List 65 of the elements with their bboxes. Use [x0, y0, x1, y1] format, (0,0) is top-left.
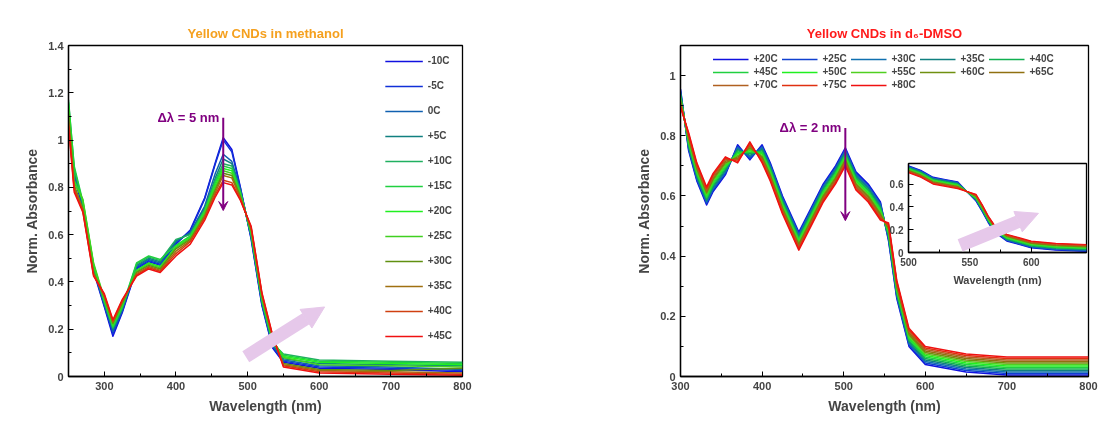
x-tick-label: 600 [1022, 256, 1041, 268]
y-axis-title: Norm. Absorbance [636, 148, 653, 274]
x-tick-label: 300 [95, 379, 114, 392]
x-axis-title: Wavelength (nm) [953, 273, 1042, 286]
y-tick-label: 0 [57, 370, 64, 383]
legend-label: +30C [891, 53, 917, 64]
x-axis-title: Wavelength (nm) [828, 397, 941, 414]
legend-label: +25C [822, 53, 848, 64]
legend-label: +75C [822, 79, 848, 90]
legend-label: +35C [427, 280, 452, 291]
legend-label: +40C [1029, 53, 1055, 64]
y-tick-label: 0.4 [660, 250, 677, 263]
x-tick-label: 400 [166, 379, 186, 392]
legend-label: +30C [427, 255, 452, 266]
y-tick-label: 0.2 [48, 323, 64, 336]
chart-title: Yellow CNDs in methanol [187, 25, 344, 41]
y-axis-title: Norm. Absorbance [24, 148, 41, 274]
legend-label: +50C [822, 66, 848, 77]
legend-label: -10C [427, 55, 450, 66]
legend-label: +15C [427, 180, 452, 191]
legend-label: +60C [960, 66, 986, 77]
legend-label: +65C [1029, 66, 1055, 77]
legend-label: +10C [427, 155, 452, 166]
y-tick-label: 0 [897, 247, 904, 259]
y-tick-label: 1 [669, 69, 676, 82]
annotation: Δλ = 2 nm [779, 120, 842, 136]
legend-label: +5C [427, 130, 448, 141]
legend-label: +55C [891, 66, 917, 77]
legend-label: +20C [753, 53, 779, 64]
y-tick-label: 1 [57, 134, 64, 147]
legend-label: +70C [753, 79, 779, 90]
legend-label: +45C [753, 66, 779, 77]
legend-label: +45C [427, 330, 452, 341]
x-tick-label: 800 [1079, 379, 1098, 392]
y-tick-label: 0.4 [48, 275, 65, 288]
x-tick-label: 600 [310, 379, 329, 392]
y-tick-label: 0.2 [660, 310, 676, 323]
legend-label: +40C [427, 305, 452, 316]
legend-label: +25C [427, 230, 452, 241]
x-tick-label: 400 [752, 379, 772, 392]
legend-label: +20C [427, 205, 452, 216]
y-tick-label: 0.4 [889, 201, 904, 213]
x-tick-label: 550 [961, 256, 979, 268]
legend-label: 0C [427, 105, 442, 116]
x-axis-title: Wavelength (nm) [209, 397, 322, 414]
chart-title: Yellow CNDs in d₆-DMSO [806, 25, 963, 41]
y-tick-label: 0.6 [48, 228, 64, 241]
x-tick-label: 800 [453, 379, 472, 392]
x-tick-label: 500 [238, 379, 257, 392]
x-tick-label: 600 [916, 379, 935, 392]
annotation: Δλ = 5 nm [157, 110, 220, 126]
y-tick-label: 1.4 [48, 39, 65, 52]
y-tick-label: 0.2 [889, 224, 904, 236]
x-tick-label: 700 [997, 379, 1017, 392]
x-tick-label: 500 [900, 256, 918, 268]
legend-label: -5C [427, 80, 445, 91]
legend-label: +80C [891, 79, 917, 90]
y-tick-label: 0.8 [660, 129, 676, 142]
y-tick-label: 0.8 [48, 181, 64, 194]
legend-label: +35C [960, 53, 986, 64]
x-tick-label: 700 [381, 379, 401, 392]
y-tick-label: 0.6 [660, 189, 676, 202]
y-tick-label: 1.2 [48, 86, 64, 99]
y-tick-label: 0.6 [889, 179, 904, 191]
x-tick-label: 500 [834, 379, 853, 392]
